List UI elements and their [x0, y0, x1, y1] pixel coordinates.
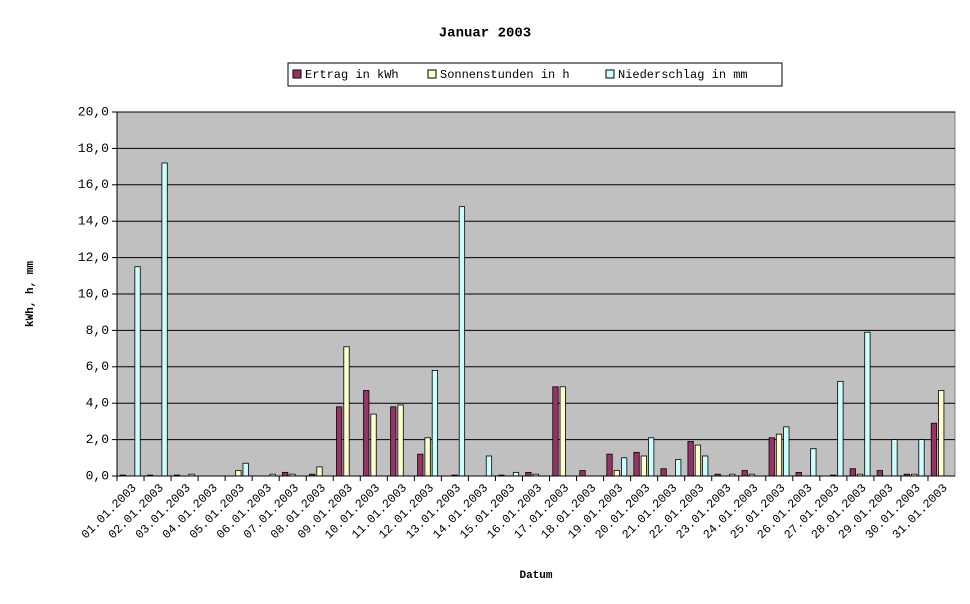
bar — [675, 459, 682, 477]
y-tick-label: 16,0 — [78, 177, 109, 192]
bar — [687, 441, 694, 477]
bar — [525, 471, 532, 477]
bar — [242, 462, 249, 477]
bar — [336, 406, 343, 477]
bar — [640, 455, 647, 477]
legend-swatch — [605, 69, 615, 79]
bar — [702, 455, 709, 477]
y-tick-label: 4,0 — [86, 396, 109, 411]
bar — [768, 437, 775, 477]
y-tick-label: 0,0 — [86, 468, 109, 483]
legend-label: Sonnenstunden in h — [440, 68, 570, 82]
bar — [606, 453, 613, 477]
y-tick-label: 12,0 — [78, 250, 109, 265]
legend-label: Niederschlag in mm — [618, 68, 748, 82]
bar — [810, 448, 817, 477]
y-tick-label: 14,0 — [78, 214, 109, 229]
legend-swatch — [292, 69, 302, 79]
y-axis-label: kWh, h, mm — [25, 261, 37, 327]
bar — [694, 444, 702, 477]
bar — [282, 471, 289, 477]
bar — [161, 162, 168, 477]
bar — [512, 471, 520, 477]
bar — [918, 439, 925, 477]
bar — [795, 471, 802, 477]
y-tick-label: 20,0 — [78, 104, 109, 119]
chart-title: Januar 2003 — [439, 26, 531, 42]
bar — [485, 455, 493, 477]
bar — [633, 451, 640, 477]
y-tick-label: 8,0 — [86, 323, 109, 338]
bar — [431, 370, 439, 477]
bar — [775, 433, 783, 477]
bar — [938, 390, 945, 477]
bar — [235, 470, 242, 477]
bar — [876, 470, 883, 477]
y-tick-label: 10,0 — [78, 286, 109, 301]
bar — [783, 426, 790, 477]
bar — [930, 422, 938, 477]
bar — [741, 470, 748, 477]
bar — [390, 406, 397, 477]
bar — [559, 386, 566, 477]
y-tick-label: 18,0 — [78, 141, 109, 156]
bar — [864, 331, 871, 477]
bar — [424, 437, 431, 477]
bar — [397, 404, 404, 477]
legend-swatch — [427, 69, 437, 79]
bar — [660, 468, 667, 477]
legend-label: Ertrag in kWh — [305, 68, 399, 82]
bar — [613, 470, 620, 477]
bar — [370, 413, 377, 477]
bar — [579, 470, 586, 477]
bar — [458, 206, 466, 477]
legend-box — [287, 62, 783, 87]
bar — [363, 390, 370, 477]
bar — [837, 380, 844, 477]
bar — [417, 453, 424, 477]
bar — [621, 457, 628, 477]
y-tick-label: 6,0 — [86, 359, 109, 374]
bar — [316, 466, 323, 477]
x-axis-label: Datum — [519, 570, 552, 582]
bar — [134, 266, 141, 477]
bar — [343, 346, 350, 477]
bar — [648, 437, 655, 477]
bar — [849, 468, 856, 477]
bar — [552, 386, 559, 477]
bar — [891, 439, 898, 477]
y-tick-label: 2,0 — [86, 432, 109, 447]
